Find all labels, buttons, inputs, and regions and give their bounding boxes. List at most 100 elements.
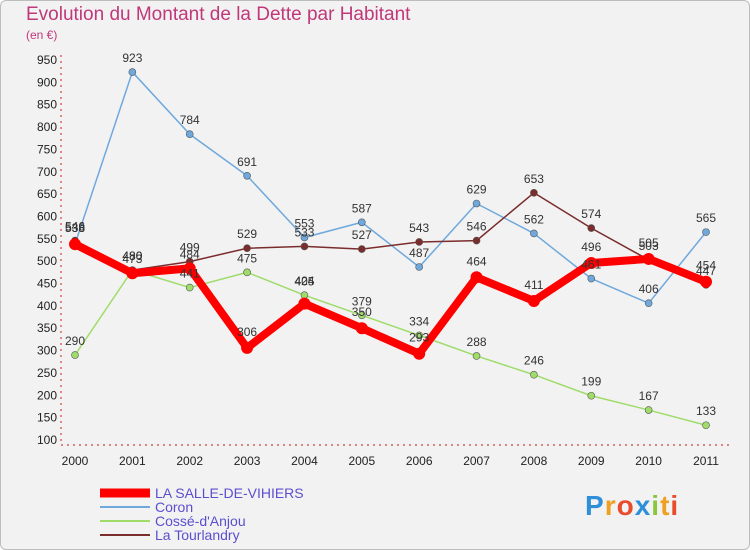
data-point [530,188,538,197]
data-label: 499 [180,241,200,255]
data-label: 447 [696,264,716,278]
data-point [241,341,254,354]
y-tick-label: 600 [37,209,57,223]
x-tick-label: 2002 [176,454,203,468]
proxiti-logo: Proxiti [585,490,679,522]
x-tick-label: 2005 [348,454,375,468]
data-point [587,391,596,400]
data-label: 290 [65,334,85,348]
data-point [358,218,366,227]
data-label: 529 [237,227,257,241]
data-label: 441 [180,267,200,281]
data-label: 574 [581,207,601,221]
y-tick-label: 800 [37,120,57,134]
series-line-3 [74,192,707,286]
data-point [71,351,79,359]
x-tick-label: 2011 [693,454,719,468]
data-label: 553 [294,216,314,230]
data-label: 487 [409,246,429,260]
data-point [530,229,538,238]
data-point [470,271,483,284]
data-label: 784 [180,113,200,127]
data-point [472,199,481,208]
data-label: 293 [409,331,429,345]
data-point [243,268,251,277]
data-point [702,228,710,236]
data-label: 454 [696,259,716,273]
x-tick-label: 2000 [62,454,89,468]
data-label: 691 [237,155,257,169]
data-label: 306 [237,325,257,339]
unit-label: (en €) [26,28,58,42]
data-point [243,171,251,180]
data-point [413,347,426,360]
logo-letter: o [616,490,635,521]
data-label: 527 [352,228,372,242]
data-label: 629 [467,183,487,197]
data-label: 405 [294,275,314,289]
data-label: 546 [65,220,85,234]
y-tick-label: 750 [37,142,57,156]
data-point [415,263,423,271]
data-point [700,275,712,288]
data-point [300,242,309,251]
data-point [415,331,423,340]
data-point [355,322,368,335]
data-point [243,244,251,253]
x-tick-label: 2009 [578,454,605,468]
data-label: 473 [122,252,142,266]
data-label: 496 [581,240,601,254]
data-point [644,406,653,414]
data-label: 533 [294,225,314,239]
data-point [185,130,194,139]
data-point [185,283,194,292]
data-point [415,238,423,246]
x-tick-label: 2003 [234,454,261,468]
data-point [587,274,596,283]
data-label: 480 [122,249,142,263]
x-tick-label: 2008 [521,454,548,468]
data-point [298,297,311,310]
data-label: 505 [639,236,659,250]
legend-label: Cossé-d'Anjou [155,513,246,529]
legend-label: LA SALLE-DE-VIHIERS [155,485,304,501]
data-point [530,370,538,379]
legend-label: Coron [155,499,193,515]
x-tick-label: 2001 [119,454,146,468]
data-point [585,256,598,269]
x-tick-label: 2006 [406,454,433,468]
data-label: 461 [581,258,601,272]
series-line-2 [74,269,707,426]
y-tick-label: 300 [37,344,57,358]
logo-letter: P [585,490,605,521]
data-label: 288 [467,335,487,349]
data-point [642,252,655,265]
data-point [358,245,366,253]
data-point [702,421,710,430]
data-label: 424 [294,274,314,288]
y-tick-label: 450 [37,277,57,291]
data-point [527,294,540,307]
data-label: 246 [524,354,544,368]
x-tick-label: 2004 [291,454,318,468]
data-point [472,352,481,360]
data-point [300,291,309,299]
data-label: 538 [65,221,85,235]
data-label: 587 [352,201,372,215]
data-label: 562 [524,212,544,226]
data-point [472,236,481,245]
y-tick-label: 850 [37,98,57,112]
y-tick-label: 550 [37,232,57,246]
y-tick-label: 150 [37,411,57,425]
data-label: 538 [65,221,85,235]
data-label: 199 [581,375,601,389]
data-point [300,233,309,242]
data-point [128,68,137,76]
data-point [183,262,196,275]
data-label: 923 [122,51,142,65]
data-label: 167 [639,389,659,403]
data-label: 565 [696,211,716,225]
logo-letter: i [670,490,680,521]
y-tick-label: 700 [37,165,57,179]
data-point [644,299,653,308]
